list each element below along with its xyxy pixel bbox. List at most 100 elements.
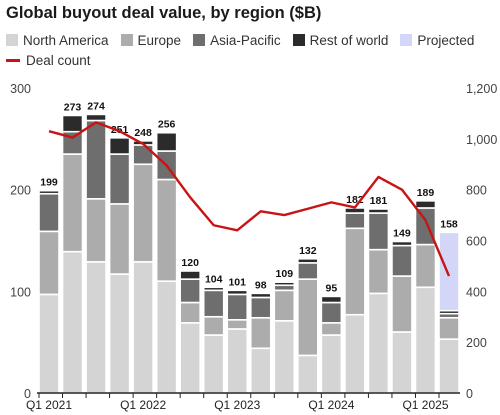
total-label-q3-2024: 181 (370, 195, 388, 207)
bar-rest-of-world-q4-2024 (391, 240, 413, 247)
bar-asia-pacific-q3-2022 (179, 278, 201, 304)
total-label-q1-2021: 199 (40, 177, 58, 189)
total-label-q4-2024: 149 (393, 228, 411, 240)
bar-north-america-q2-2025 (438, 338, 460, 394)
y-tick-label-0: 0 (24, 387, 31, 401)
bar-rest-of-world-q2-2024 (344, 207, 366, 214)
legend-line-deal-count (6, 58, 20, 62)
line-deal-count (48, 121, 451, 277)
bar-north-america-q4-2023 (297, 354, 319, 394)
bar-north-america-q2-2021 (61, 250, 84, 394)
bar-rest-of-world-q4-2022 (202, 286, 225, 292)
bar-europe-q2-2022 (155, 178, 178, 282)
y2-tick-label-1-200: 1,200 (466, 82, 497, 96)
bar-north-america-q1-2024 (320, 334, 343, 394)
bar-europe-q1-2022 (132, 163, 154, 263)
bar-europe-q4-2021 (108, 203, 131, 275)
bar-europe-q3-2022 (179, 301, 201, 324)
x-tick-label-q1-2025: Q1 2025 (402, 398, 448, 412)
bar-europe-q2-2024 (344, 227, 366, 316)
bar-asia-pacific-q1-2022 (132, 144, 154, 166)
bar-asia-pacific-q3-2021 (85, 119, 107, 200)
bar-north-america-q4-2021 (108, 273, 131, 394)
legend-item-asia-pacific: Asia-Pacific (193, 33, 281, 48)
bar-asia-pacific-q1-2021 (38, 192, 60, 233)
bar-north-america-q4-2022 (202, 334, 225, 394)
legend-label-deal-count: Deal count (26, 52, 91, 68)
legend-label-north-america: North America (23, 32, 109, 48)
bar-europe-q2-2025 (438, 316, 460, 340)
bar-rest-of-world-q4-2023 (297, 257, 319, 264)
bar-europe-q1-2025 (414, 243, 437, 289)
bar-rest-of-world-q1-2021 (38, 189, 60, 195)
y-tick-label-300: 300 (10, 82, 31, 96)
bar-rest-of-world-q2-2022 (155, 131, 178, 152)
y2-tick-label-600: 600 (466, 235, 487, 249)
total-label-q1-2023: 101 (228, 276, 246, 288)
legend-swatch-europe (120, 34, 133, 46)
total-label-q2-2021: 273 (64, 101, 82, 113)
legend-item-deal-count: Deal count (6, 53, 91, 68)
bar-north-america-q4-2024 (391, 331, 413, 394)
bar-north-america-q1-2022 (132, 261, 154, 394)
legend-swatch-projected (400, 34, 413, 46)
bar-north-america-q2-2024 (344, 313, 366, 394)
bar-north-america-q1-2023 (226, 328, 249, 394)
bar-rest-of-world-q3-2022 (179, 270, 201, 280)
legend-item-rest-of-world: Rest of world (292, 33, 388, 48)
bar-asia-pacific-q3-2024 (367, 212, 390, 251)
x-tick-label-q1-2023: Q1 2023 (214, 398, 260, 412)
bar-europe-q1-2023 (226, 318, 249, 330)
y-tick-label-100: 100 (10, 285, 31, 299)
bar-projected-q2-2025 (438, 231, 460, 312)
bar-europe-q4-2024 (391, 275, 413, 333)
bar-rest-of-world-q4-2021 (108, 137, 131, 155)
legend-label-asia-pacific: Asia-Pacific (210, 32, 281, 48)
legend-label-projected: Projected (417, 32, 475, 48)
y2-tick-label-1-000: 1,000 (466, 133, 497, 147)
bar-rest-of-world-q2-2023 (249, 292, 272, 299)
total-label-q4-2023: 132 (299, 245, 317, 257)
legend-item-projected: Projected (400, 33, 474, 48)
legend: North America Europe Asia-Pacific Rest o… (6, 30, 476, 70)
legend-swatch-rest-of-world (292, 34, 305, 46)
legend-swatch-asia-pacific (193, 34, 206, 46)
legend-item-europe: Europe (120, 32, 182, 48)
total-label-q2-2022: 256 (158, 119, 176, 131)
total-label-q1-2022: 248 (134, 127, 152, 139)
total-label-q3-2021: 274 (87, 100, 105, 112)
bar-north-america-q3-2024 (367, 292, 390, 394)
bar-north-america-q3-2022 (179, 322, 201, 394)
y-tick-label-200: 200 (10, 184, 31, 198)
total-label-q4-2022: 104 (205, 273, 223, 285)
x-tick-label-q1-2021: Q1 2021 (26, 398, 72, 412)
bar-asia-pacific-q4-2024 (391, 244, 413, 277)
bar-asia-pacific-q4-2023 (297, 262, 319, 280)
bar-europe-q3-2024 (367, 248, 390, 295)
bar-asia-pacific-q1-2024 (320, 301, 343, 324)
bar-rest-of-world-q1-2024 (320, 295, 343, 304)
bar-asia-pacific-q4-2022 (202, 289, 225, 318)
bar-europe-q1-2021 (38, 230, 60, 296)
bar-rest-of-world-q1-2025 (414, 200, 437, 209)
bar-europe-q2-2021 (61, 153, 84, 253)
bar-europe-q3-2021 (85, 198, 107, 263)
bar-europe-q4-2023 (297, 278, 319, 357)
legend-item-north-america: North America (6, 33, 109, 48)
bar-north-america-q2-2022 (155, 280, 178, 394)
x-tick-label-q1-2022: Q1 2022 (120, 398, 166, 412)
y2-tick-label-0: 0 (466, 387, 473, 401)
total-label-q3-2022: 120 (181, 257, 199, 269)
bar-asia-pacific-q2-2024 (344, 212, 366, 230)
legend-label-europe: Europe (137, 32, 182, 48)
legend-row-regions: North America Europe Asia-Pacific Rest o… (6, 30, 476, 50)
bar-north-america-q3-2021 (85, 261, 107, 394)
x-tick-label-q1-2024: Q1 2024 (308, 398, 354, 412)
bar-north-america-q1-2025 (414, 286, 437, 394)
y2-tick-label-400: 400 (466, 285, 487, 299)
y2-tick-label-200: 200 (466, 336, 487, 350)
legend-swatch-north-america (6, 34, 18, 46)
legend-row-line: Deal count (6, 50, 476, 70)
bar-asia-pacific-q2-2023 (249, 296, 272, 319)
